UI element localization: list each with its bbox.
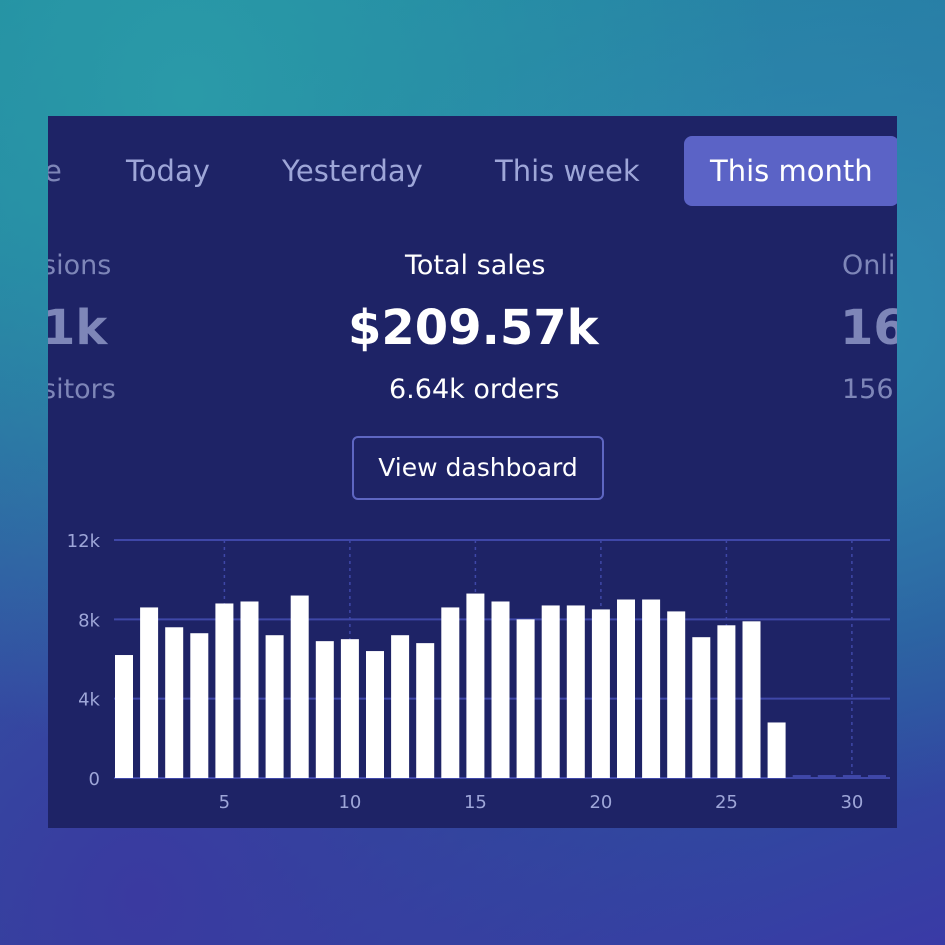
x-tick-label: 10 bbox=[338, 792, 361, 813]
bar bbox=[767, 722, 786, 778]
online-value: 16 bbox=[840, 300, 897, 356]
bar bbox=[591, 609, 610, 778]
bar bbox=[115, 655, 133, 778]
tab-this-month[interactable]: This month bbox=[684, 136, 897, 206]
y-tick-label: 4k bbox=[78, 690, 100, 711]
total-sales-value: $209.57k bbox=[348, 300, 599, 356]
tab-partial[interactable]: e bbox=[48, 154, 62, 188]
online-sub: 156 bbox=[842, 374, 894, 405]
bar bbox=[842, 775, 861, 778]
bar bbox=[742, 621, 761, 778]
bar bbox=[190, 633, 209, 778]
tab-this-week[interactable]: This week bbox=[495, 154, 640, 188]
total-sales-label: Total sales bbox=[405, 250, 546, 281]
online-label: Onli bbox=[842, 250, 896, 281]
y-tick-label: 8k bbox=[78, 610, 100, 631]
y-tick-label: 12k bbox=[67, 531, 101, 552]
bar bbox=[541, 605, 560, 778]
bar bbox=[366, 651, 384, 778]
bar bbox=[315, 641, 334, 778]
bar bbox=[215, 603, 234, 778]
bar bbox=[165, 627, 184, 778]
bar bbox=[617, 599, 635, 778]
orders-count: 6.64k orders bbox=[389, 374, 560, 405]
tab-yesterday[interactable]: Yesterday bbox=[282, 154, 423, 188]
x-tick-label: 25 bbox=[715, 792, 738, 813]
bar bbox=[792, 775, 811, 778]
sessions-value: 1k bbox=[48, 300, 108, 356]
bar bbox=[692, 637, 711, 778]
x-tick-label: 5 bbox=[219, 792, 230, 813]
sessions-sub: sitors bbox=[48, 374, 116, 405]
bar bbox=[441, 607, 460, 778]
bar bbox=[290, 595, 309, 778]
tab-today[interactable]: Today bbox=[126, 154, 210, 188]
sales-panel: e Today Yesterday This week This month s… bbox=[48, 116, 897, 828]
x-tick-label: 20 bbox=[589, 792, 612, 813]
bar bbox=[868, 775, 886, 778]
bar bbox=[240, 601, 259, 778]
bar bbox=[416, 643, 435, 778]
bar bbox=[391, 635, 410, 778]
bar bbox=[491, 601, 510, 778]
sales-bar-chart: 0 4k 8k 12k 5 10 15 20 25 30 bbox=[67, 531, 890, 813]
bar bbox=[717, 625, 736, 778]
x-tick-label: 30 bbox=[840, 792, 863, 813]
y-tick-label: 0 bbox=[89, 769, 100, 790]
bar bbox=[642, 599, 661, 778]
x-tick-label: 15 bbox=[464, 792, 487, 813]
bar bbox=[466, 593, 485, 778]
view-dashboard-button[interactable]: View dashboard bbox=[352, 436, 604, 500]
bar bbox=[140, 607, 159, 778]
bar bbox=[566, 605, 585, 778]
bar bbox=[516, 619, 535, 778]
bar bbox=[265, 635, 284, 778]
bar bbox=[667, 611, 686, 778]
bar bbox=[817, 775, 836, 778]
sessions-label: sions bbox=[48, 250, 112, 281]
bar bbox=[340, 639, 359, 778]
